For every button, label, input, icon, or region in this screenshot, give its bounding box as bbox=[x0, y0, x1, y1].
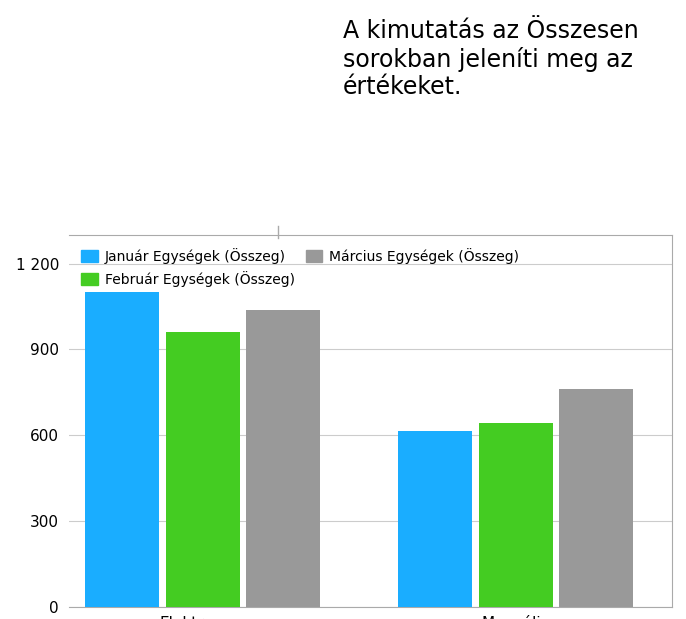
Bar bbox=[399, 431, 472, 607]
Bar bbox=[246, 310, 320, 607]
Bar bbox=[166, 332, 240, 607]
Bar bbox=[85, 292, 159, 607]
Legend: Január Egységek (Összeg), Február Egységek (Összeg), Március Egységek (Összeg): Január Egységek (Összeg), Február Egység… bbox=[75, 242, 525, 292]
Bar bbox=[479, 423, 553, 607]
Bar bbox=[559, 389, 633, 607]
Text: A kimutatás az Összesen
sorokban jeleníti meg az
értékeket.: A kimutatás az Összesen sorokban jelenít… bbox=[343, 19, 639, 100]
